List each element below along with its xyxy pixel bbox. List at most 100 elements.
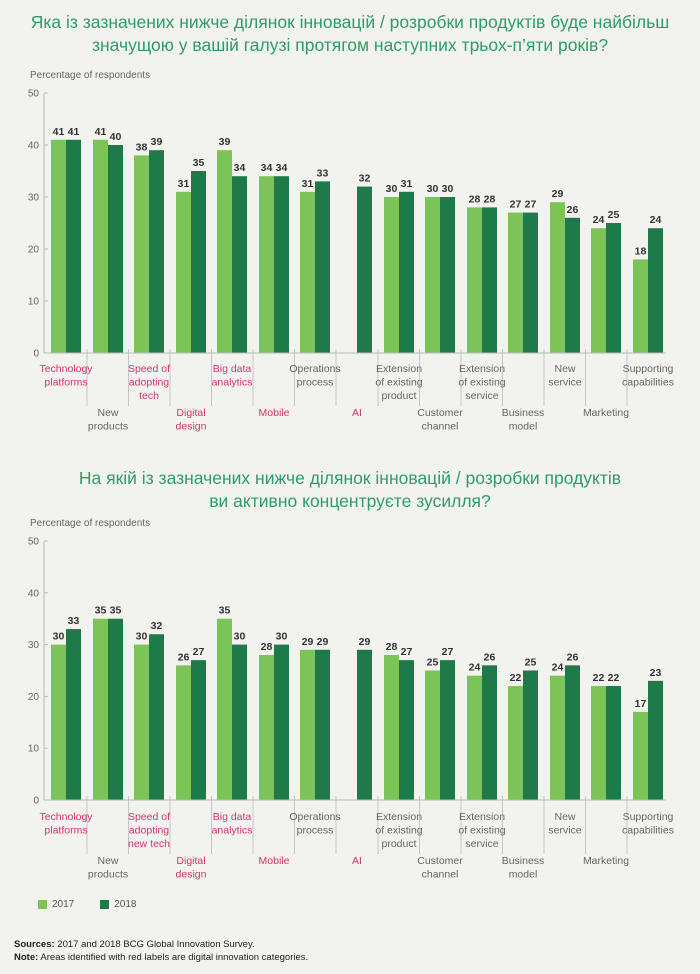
chart2-y-tick-label: 0 bbox=[33, 796, 39, 807]
chart1-bar-2018 bbox=[606, 223, 621, 353]
chart2-category-label: AI bbox=[352, 855, 362, 867]
chart2-value-label-2018: 30 bbox=[276, 631, 288, 643]
chart1-title-line2: значущою у вашій галузі протягом наступн… bbox=[91, 35, 609, 55]
chart2-category-label-line: analytics bbox=[212, 825, 253, 837]
chart1-value-label-2018: 27 bbox=[525, 199, 537, 211]
chart1-value-label-2018: 32 bbox=[359, 173, 371, 185]
chart1-category-label-line: platforms bbox=[44, 377, 87, 389]
chart2-bar-2017 bbox=[467, 675, 482, 800]
chart1-y-tick-label: 10 bbox=[28, 297, 40, 308]
chart1-bar-2018 bbox=[399, 191, 414, 353]
chart1-category-label-line: product bbox=[381, 390, 416, 402]
chart1-value-label-2018: 34 bbox=[276, 162, 288, 174]
chart2-bar-2017 bbox=[550, 675, 565, 800]
chart2-y-tick-label: 30 bbox=[28, 640, 40, 651]
sources-label: Sources: bbox=[14, 939, 55, 950]
chart1-category-label: Operations process bbox=[289, 363, 340, 389]
chart2-value-label-2018: 35 bbox=[110, 605, 122, 617]
chart1-category-label: Extension of existing product bbox=[375, 363, 422, 402]
chart1-value-label-2017: 29 bbox=[552, 188, 564, 200]
chart1-category-label-line: capabilities bbox=[622, 377, 674, 389]
note-label: Note: bbox=[14, 952, 39, 963]
chart1-category-label-line: design bbox=[176, 421, 207, 433]
chart2-category-label-line: Big data bbox=[213, 811, 252, 823]
chart1-category-label-line: Extension bbox=[376, 363, 422, 375]
chart1-category-label-line: service bbox=[465, 390, 498, 402]
chart1-bar-2017 bbox=[467, 207, 482, 353]
chart1-value-label-2018: 24 bbox=[650, 214, 662, 226]
chart2-category-label-line: New bbox=[97, 855, 118, 867]
chart1-title: Яка із зазначених нижче ділянок інноваці… bbox=[0, 11, 700, 57]
chart1-category-label-line: of existing bbox=[458, 377, 505, 389]
chart2-bar-2018 bbox=[482, 665, 497, 800]
chart1-category-label-line: process bbox=[297, 377, 334, 389]
chart1-bar-2018 bbox=[315, 181, 330, 353]
chart2-category-label: Customer channel bbox=[417, 855, 463, 881]
chart2-value-label-2018: 26 bbox=[484, 651, 496, 663]
chart2-value-label-2018: 29 bbox=[317, 636, 329, 648]
chart2-bar-2018 bbox=[149, 634, 164, 800]
chart1-category-label: Digital design bbox=[176, 407, 207, 433]
chart2-value-label-2017: 24 bbox=[469, 662, 481, 674]
chart2-category-label-line: of existing bbox=[458, 825, 505, 837]
chart2-value-label-2017: 35 bbox=[95, 605, 107, 617]
chart1-category-label-line: of existing bbox=[375, 377, 422, 389]
chart2-category-label-line: channel bbox=[422, 869, 459, 881]
legend-label-2018: 2018 bbox=[114, 899, 137, 910]
chart1-bar-2018 bbox=[440, 197, 455, 353]
chart2-category-label-line: Mobile bbox=[259, 855, 290, 867]
chart2-bar-2018 bbox=[232, 644, 247, 800]
chart1-value-label-2018: 25 bbox=[608, 209, 620, 221]
chart2-bar-2017 bbox=[176, 665, 191, 800]
chart1-value-label-2017: 41 bbox=[95, 126, 107, 138]
chart1-bar-2017 bbox=[93, 139, 108, 353]
chart2-category-label-line: capabilities bbox=[622, 825, 674, 837]
chart2-category-label: Speed of adopting new tech bbox=[128, 811, 170, 850]
chart2-value-label-2017: 28 bbox=[261, 641, 273, 653]
chart2-category-label-line: products bbox=[88, 869, 128, 881]
footnote-sources: Sources: 2017 and 2018 BCG Global Innova… bbox=[14, 939, 255, 950]
chart2-category-label: Marketing bbox=[583, 855, 629, 867]
chart2-value-label-2018: 30 bbox=[234, 631, 246, 643]
chart2-value-label-2018: 29 bbox=[359, 636, 371, 648]
chart2-value-label-2017: 30 bbox=[136, 631, 148, 643]
chart1-value-label-2017: 24 bbox=[593, 214, 605, 226]
chart1-bar-2017 bbox=[300, 191, 315, 353]
chart1-bar-2017 bbox=[217, 150, 232, 353]
chart1-value-label-2018: 35 bbox=[193, 157, 205, 169]
chart1-category-label: Marketing bbox=[583, 407, 629, 419]
chart2-category-label: New products bbox=[88, 855, 128, 881]
chart2-value-label-2017: 24 bbox=[552, 662, 564, 674]
chart1-category-label: New products bbox=[88, 407, 128, 433]
chart2-category-label: Digital design bbox=[176, 855, 207, 881]
chart1-y-tick-label: 30 bbox=[28, 193, 40, 204]
chart1-category-label-line: service bbox=[548, 377, 581, 389]
chart1-value-label-2017: 34 bbox=[261, 162, 273, 174]
chart2-bar-2018 bbox=[191, 660, 206, 800]
chart1-category-label: Speed of adopting tech bbox=[128, 363, 170, 402]
legend-swatch-2017 bbox=[38, 900, 47, 909]
chart2-title: На якій із зазначених нижче ділянок інно… bbox=[0, 467, 700, 513]
chart1-y-tick-label: 50 bbox=[28, 89, 40, 100]
chart1-ylabel: Percentage of respondents bbox=[30, 70, 151, 81]
chart1-bar-2017 bbox=[259, 176, 274, 353]
chart1-y-tick-label: 40 bbox=[28, 141, 40, 152]
chart2-category-label-line: Customer bbox=[417, 855, 463, 867]
chart1-category-label-line: Speed of bbox=[128, 363, 170, 375]
chart1-category-label-line: analytics bbox=[212, 377, 253, 389]
chart1-bar-2017 bbox=[633, 259, 648, 353]
chart2-value-label-2017: 28 bbox=[386, 641, 398, 653]
chart1-category-label-line: Big data bbox=[213, 363, 252, 375]
chart1-value-label-2017: 30 bbox=[427, 183, 439, 195]
chart2-category-label-line: Technology bbox=[39, 811, 93, 823]
chart2-value-label-2017: 22 bbox=[510, 672, 522, 684]
chart2-category-label-line: Supporting bbox=[623, 811, 674, 823]
chart2-category-label: New service bbox=[548, 811, 581, 837]
chart1-bar-2017 bbox=[425, 197, 440, 353]
chart1-category-label-line: model bbox=[509, 421, 538, 433]
chart2-bar-2017 bbox=[300, 649, 315, 800]
chart2-value-label-2017: 29 bbox=[302, 636, 314, 648]
chart2-value-label-2018: 27 bbox=[193, 646, 205, 658]
chart2-value-label-2018: 33 bbox=[68, 615, 80, 627]
